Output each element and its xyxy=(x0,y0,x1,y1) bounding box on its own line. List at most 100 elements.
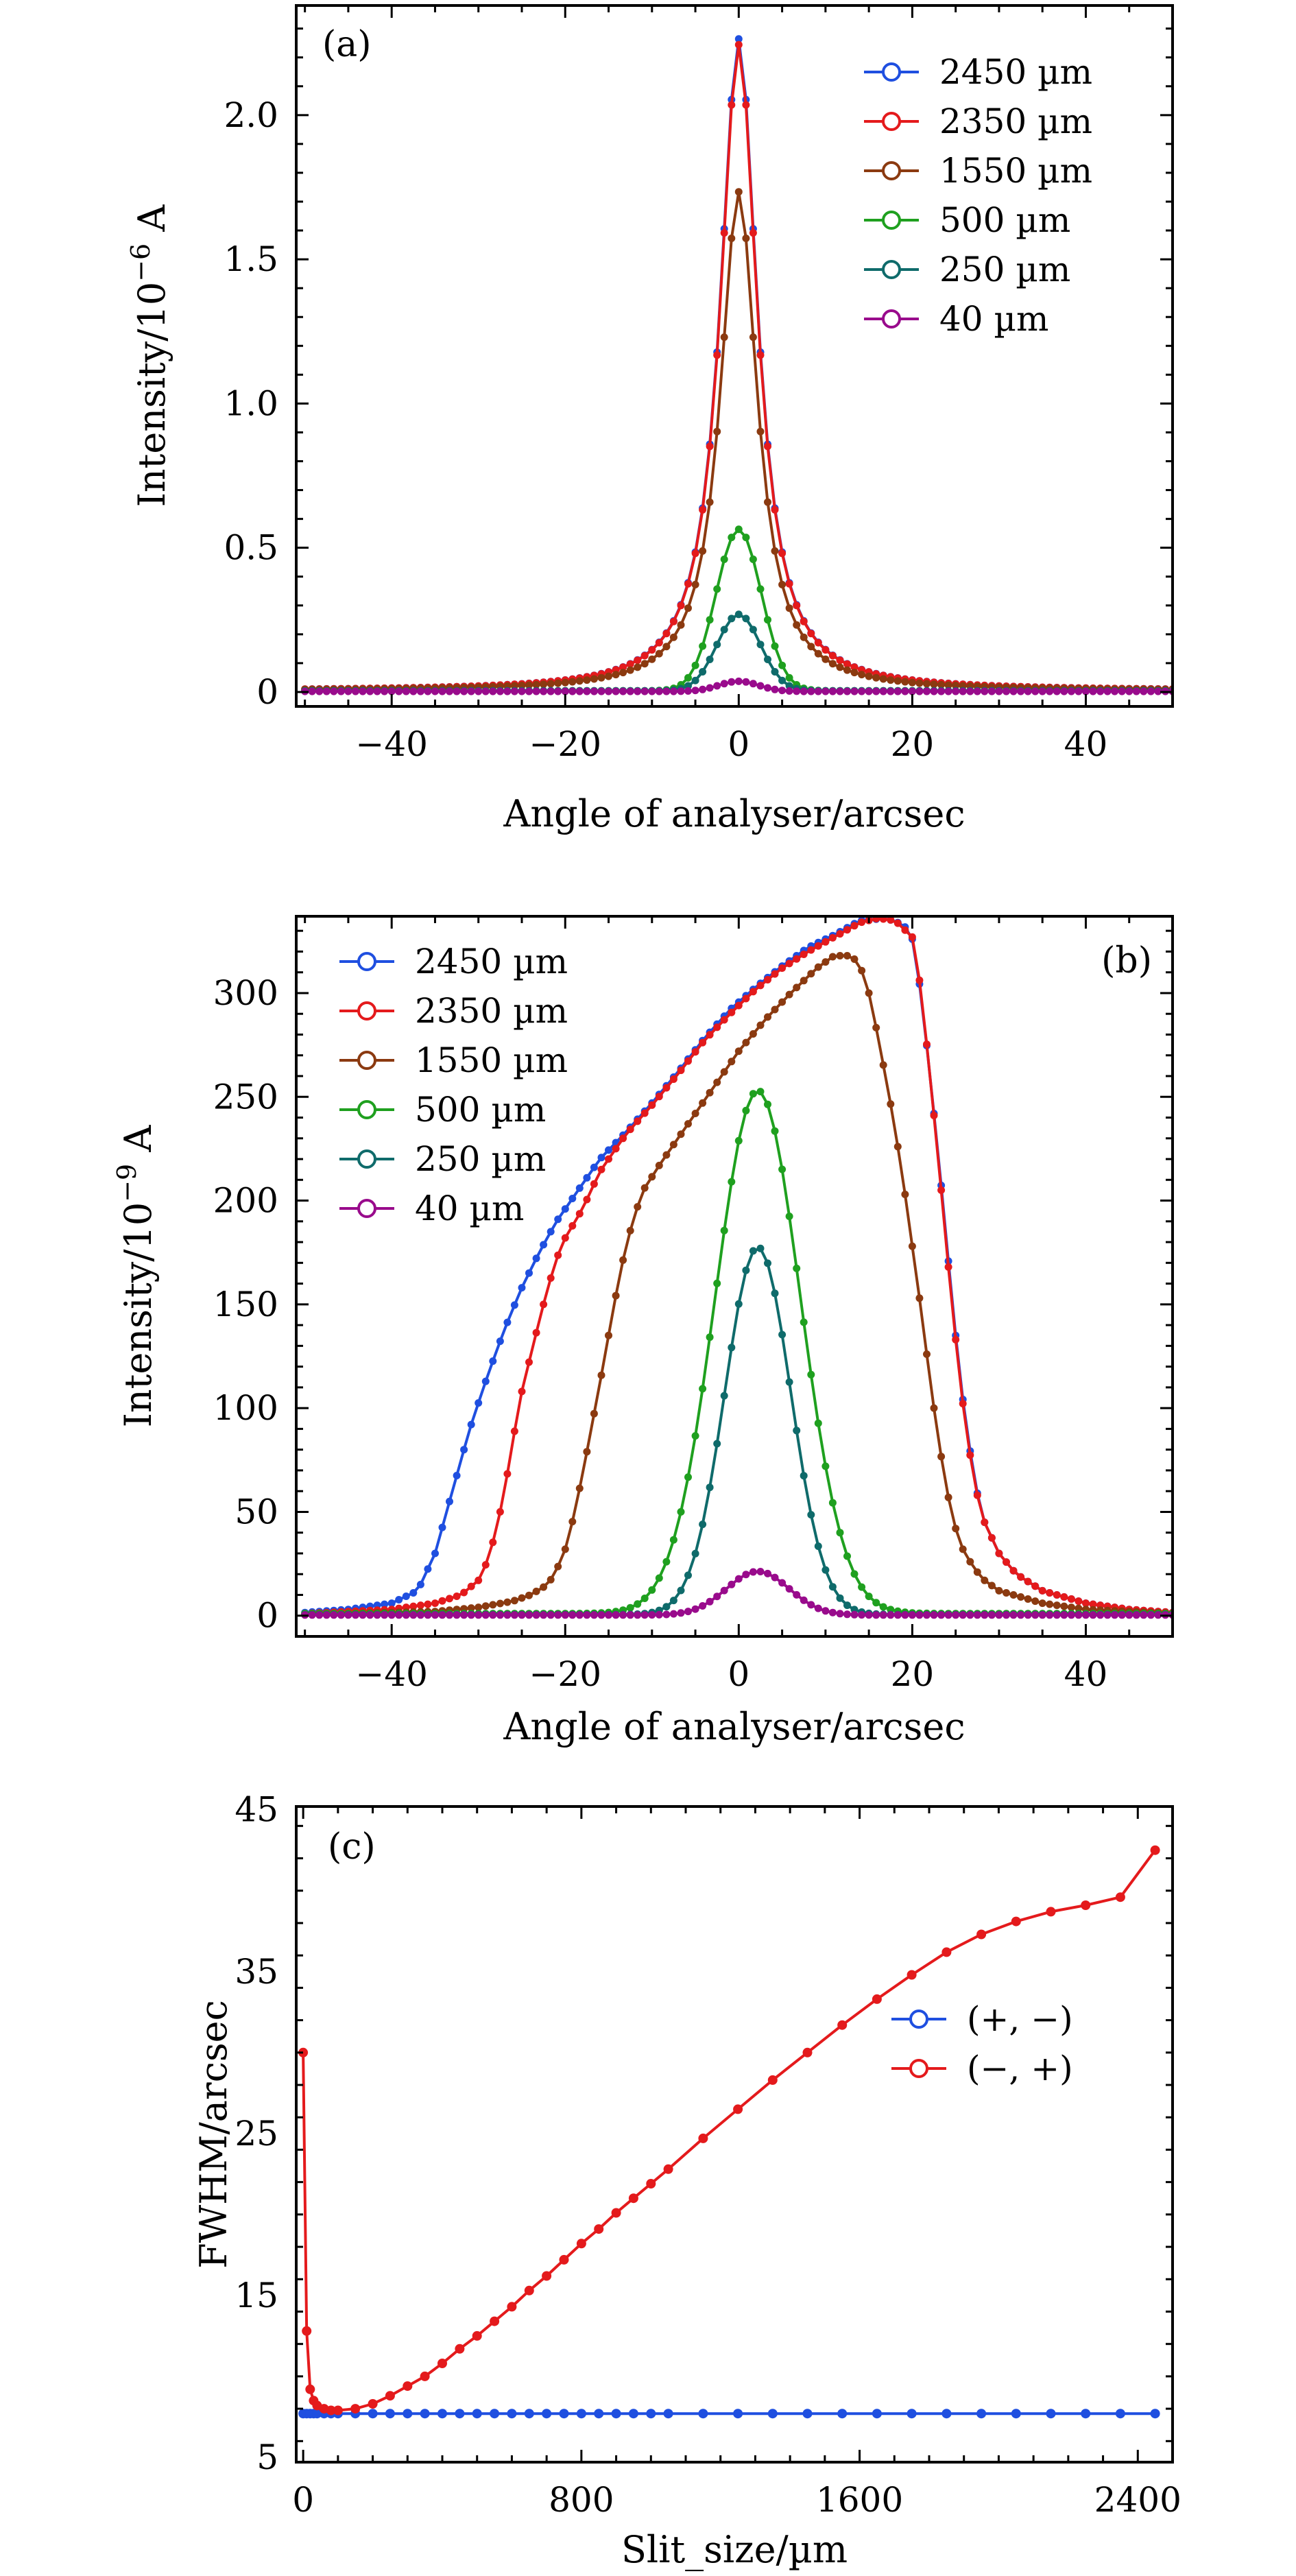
legend-label: 2450 µm xyxy=(939,52,1092,92)
data-point xyxy=(455,2344,465,2354)
data-point xyxy=(416,687,424,695)
x-axis-label: Angle of analyser/arcsec xyxy=(503,1705,965,1748)
data-point xyxy=(1053,687,1061,695)
data-point xyxy=(756,427,765,436)
y-tick-label: 150 xyxy=(213,1285,278,1324)
data-point xyxy=(836,656,844,665)
y-tick-label: 15 xyxy=(235,2276,278,2315)
data-point xyxy=(742,615,750,623)
data-point xyxy=(350,2404,361,2414)
data-point xyxy=(395,1596,403,1603)
data-point xyxy=(793,983,801,992)
data-point xyxy=(720,1016,728,1024)
data-point xyxy=(648,687,656,695)
data-point xyxy=(525,681,533,689)
data-point xyxy=(626,1226,634,1235)
data-point xyxy=(937,687,946,695)
data-point xyxy=(605,1146,612,1154)
data-point xyxy=(409,1611,418,1619)
data-point xyxy=(706,1088,714,1097)
data-point xyxy=(699,1602,707,1610)
data-point xyxy=(1067,1603,1075,1612)
data-point xyxy=(669,1610,677,1618)
data-point xyxy=(1011,1916,1021,1927)
data-point xyxy=(706,656,714,663)
data-point xyxy=(901,687,909,695)
data-point xyxy=(734,188,743,196)
data-point xyxy=(1038,687,1046,695)
data-point xyxy=(1003,687,1010,695)
data-point xyxy=(568,1518,577,1526)
data-point xyxy=(1038,1586,1046,1595)
data-point xyxy=(828,1583,837,1591)
data-point xyxy=(605,1331,612,1339)
data-point xyxy=(908,678,916,687)
data-point xyxy=(437,2409,447,2419)
data-point xyxy=(1003,1558,1010,1566)
data-point xyxy=(959,1611,967,1619)
data-point xyxy=(590,1163,598,1171)
data-point xyxy=(821,1462,830,1470)
data-point xyxy=(807,630,815,638)
data-point xyxy=(742,678,750,686)
y-axis-label-exponent: −9 xyxy=(112,1164,142,1202)
data-point xyxy=(496,687,504,695)
data-point xyxy=(496,1337,504,1346)
data-point xyxy=(684,673,692,682)
data-point xyxy=(315,1611,324,1619)
data-point xyxy=(879,687,887,695)
data-point xyxy=(381,1600,389,1608)
legend-marker xyxy=(909,2009,928,2029)
y-tick-label: 45 xyxy=(235,1790,278,1830)
data-point xyxy=(547,687,555,695)
data-point xyxy=(858,687,866,695)
data-point xyxy=(518,1284,526,1292)
data-point xyxy=(662,630,671,638)
x-axis-label: Slit_size/µm xyxy=(621,2528,848,2571)
y-axis-label-exponent: −6 xyxy=(125,243,156,282)
data-point xyxy=(976,1929,987,1940)
data-point xyxy=(901,678,909,686)
legend-marker xyxy=(357,1100,376,1119)
data-point xyxy=(814,942,822,950)
data-point xyxy=(995,687,1003,695)
data-point xyxy=(467,1420,475,1429)
data-point xyxy=(559,2254,569,2265)
data-point xyxy=(800,1318,808,1326)
data-point xyxy=(489,1538,497,1547)
data-point xyxy=(677,1507,685,1516)
data-point xyxy=(981,1611,989,1619)
data-point xyxy=(742,534,750,542)
data-point xyxy=(944,681,952,689)
x-axis-label: Angle of analyser/arcsec xyxy=(503,792,965,835)
legend-marker xyxy=(882,260,901,279)
data-point xyxy=(728,1178,736,1186)
data-point xyxy=(532,1328,540,1337)
data-point xyxy=(756,351,765,359)
data-point xyxy=(734,35,743,43)
data-point xyxy=(836,687,844,695)
data-point xyxy=(720,680,728,688)
data-point xyxy=(1096,1611,1105,1619)
data-point xyxy=(1067,1611,1075,1619)
data-point xyxy=(438,1611,446,1619)
data-point xyxy=(648,1101,656,1109)
data-point xyxy=(1003,1611,1010,1619)
data-point xyxy=(850,663,859,671)
data-point xyxy=(800,687,808,695)
data-point xyxy=(858,1611,866,1619)
data-point xyxy=(467,1604,475,1612)
data-point xyxy=(605,672,612,680)
data-point xyxy=(684,580,692,588)
data-point xyxy=(699,668,707,676)
legend-marker xyxy=(882,211,901,230)
data-point xyxy=(1132,687,1140,695)
data-point xyxy=(525,1358,533,1366)
data-point xyxy=(503,687,512,695)
data-point xyxy=(1011,2409,1021,2419)
data-point xyxy=(865,1593,873,1601)
data-point xyxy=(764,442,771,451)
data-point xyxy=(901,926,909,934)
data-point xyxy=(691,1432,699,1440)
data-point xyxy=(937,1186,946,1194)
